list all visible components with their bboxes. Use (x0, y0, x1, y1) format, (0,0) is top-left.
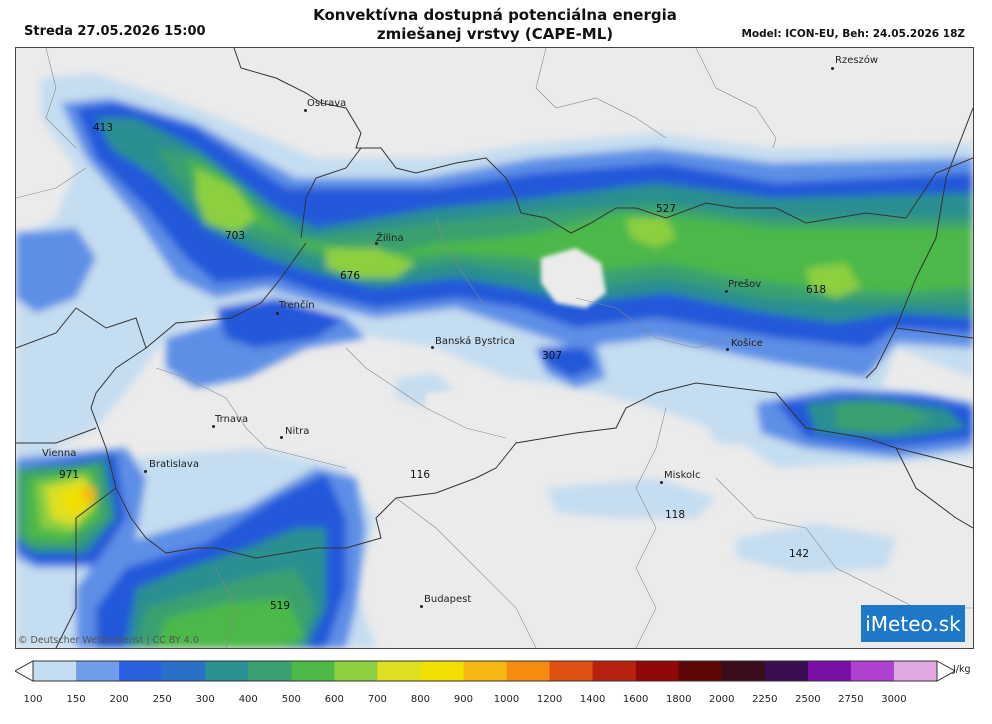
city-dot-banska-bystrica (431, 346, 434, 349)
city-dot-presov (725, 290, 728, 293)
colorbar-tick-label: 900 (453, 694, 474, 705)
colorbar-segment (678, 661, 723, 681)
cape-value: 618 (806, 284, 827, 296)
city-label-nitra: Nitra (285, 426, 310, 437)
colorbar-tick-label: 200 (109, 694, 129, 705)
colorbar-tick-label: 1000 (493, 694, 520, 705)
city-dot-kosice (726, 348, 729, 351)
cape-value: 703 (225, 230, 246, 242)
cape-value: 118 (665, 509, 686, 521)
colorbar-tick-label: 250 (152, 694, 172, 705)
imeteo-logo[interactable]: iMeteo.sk (861, 605, 965, 642)
colorbar-segment (850, 661, 895, 681)
colorbar-segment (721, 661, 766, 681)
cape-value: 971 (59, 469, 80, 481)
city-dot-bratislava (144, 470, 147, 473)
colorbar-segment (420, 661, 464, 681)
colorbar-segment (592, 661, 637, 681)
city-label-presov: Prešov (728, 279, 762, 290)
region-borders (16, 48, 973, 648)
colorbar-tick-label: 700 (367, 694, 387, 705)
colorbar-tick-label: 300 (195, 694, 215, 705)
map-title-line2: zmiešanej vrstvy (CAPE-ML) (376, 25, 614, 43)
city-dot-miskolc (660, 481, 663, 484)
colorbar-segment (334, 661, 378, 681)
colorbar-tick-label: 2750 (838, 694, 864, 705)
cape-value: 307 (542, 350, 563, 362)
colorbar-tick-label: 100 (23, 694, 43, 705)
colorbar-tick-label: 3000 (881, 694, 907, 705)
colorbar-tick-label: 2500 (795, 694, 821, 705)
colorbar (15, 660, 955, 682)
colorbar-segment (162, 661, 206, 681)
cape-map[interactable]: Ostrava Žilina Trenčín Banská Bystrica P… (15, 47, 974, 649)
colorbar-segment (893, 661, 938, 681)
city-label-miskolc: Miskolc (664, 470, 701, 481)
colorbar-segment (506, 661, 551, 681)
colorbar-segment (76, 661, 120, 681)
colorbar-segment (291, 661, 335, 681)
city-label-kosice: Košice (731, 338, 763, 349)
city-label-ostrava: Ostrava (307, 98, 347, 109)
cape-value: 116 (410, 469, 431, 481)
city-label-zilina: Žilina (376, 233, 404, 244)
cape-field (16, 73, 973, 648)
map-canvas (16, 48, 973, 648)
colorbar-segment (463, 661, 508, 681)
colorbar-segment (549, 661, 594, 681)
colorbar-segment (807, 661, 852, 681)
white-holes (426, 248, 606, 428)
city-dot-budapest (420, 605, 423, 608)
colorbar-tick-label: 400 (238, 694, 258, 705)
map-title: Konvektívna dostupná potenciálna energia… (250, 6, 740, 44)
model-info: Model: ICON-EU, Beh: 24.05.2026 18Z (741, 28, 965, 40)
city-dot-trnava (212, 425, 215, 428)
cape-value: 519 (270, 600, 291, 612)
city-dot-rzeszow (831, 67, 834, 70)
city-label-rzeszow: Rzeszów (835, 55, 879, 66)
colorbar-segment (635, 661, 680, 681)
city-dot-nitra (280, 436, 283, 439)
cape-value: 676 (340, 270, 361, 282)
city-dot-ostrava (304, 109, 307, 112)
header-datetime: Streda 27.05.2026 15:00 (24, 24, 206, 39)
colorbar-segment (33, 661, 77, 681)
city-label-vienna: Vienna (42, 448, 77, 459)
city-dot-trencin (276, 312, 279, 315)
cape-value: 413 (93, 122, 114, 134)
colorbar-segment (248, 661, 292, 681)
attribution: © Deutscher Wetterdienst | CC BY 4.0 (18, 635, 199, 646)
country-borders (16, 48, 973, 648)
colorbar-segment (205, 661, 249, 681)
colorbar-tick-label: 800 (410, 694, 430, 705)
colorbar-tick-label: 600 (324, 694, 344, 705)
colorbar-tick-label: 1800 (665, 694, 692, 705)
cape-value: 142 (789, 548, 810, 560)
city-label-trencin: Trenčín (279, 300, 315, 311)
colorbar-tick-label: 1400 (579, 694, 606, 705)
colorbar-right-arrow (936, 660, 955, 682)
colorbar-segment (377, 661, 421, 681)
city-dot-zilina (375, 242, 378, 245)
colorbar-tick-label: 500 (281, 694, 301, 705)
colorbar-tick-label: 1600 (622, 694, 649, 705)
colorbar-tick-label: 150 (66, 694, 86, 705)
colorbar-segment (119, 661, 163, 681)
city-label-budapest: Budapest (424, 594, 472, 605)
colorbar-left-arrow (15, 660, 34, 682)
colorbar-tick-label: 1200 (536, 694, 563, 705)
colorbar-tick-label: 2250 (752, 694, 778, 705)
city-label-trnava: Trnava (215, 414, 249, 425)
colorbar-tick-label: 2000 (709, 694, 735, 705)
city-label-banska-bystrica: Banská Bystrica (435, 336, 515, 347)
colorbar-unit: J/kg (953, 664, 971, 675)
cape-value: 527 (656, 203, 677, 215)
map-title-line1: Konvektívna dostupná potenciálna energia (313, 6, 677, 24)
colorbar-segment (764, 661, 809, 681)
city-label-bratislava: Bratislava (149, 459, 199, 470)
